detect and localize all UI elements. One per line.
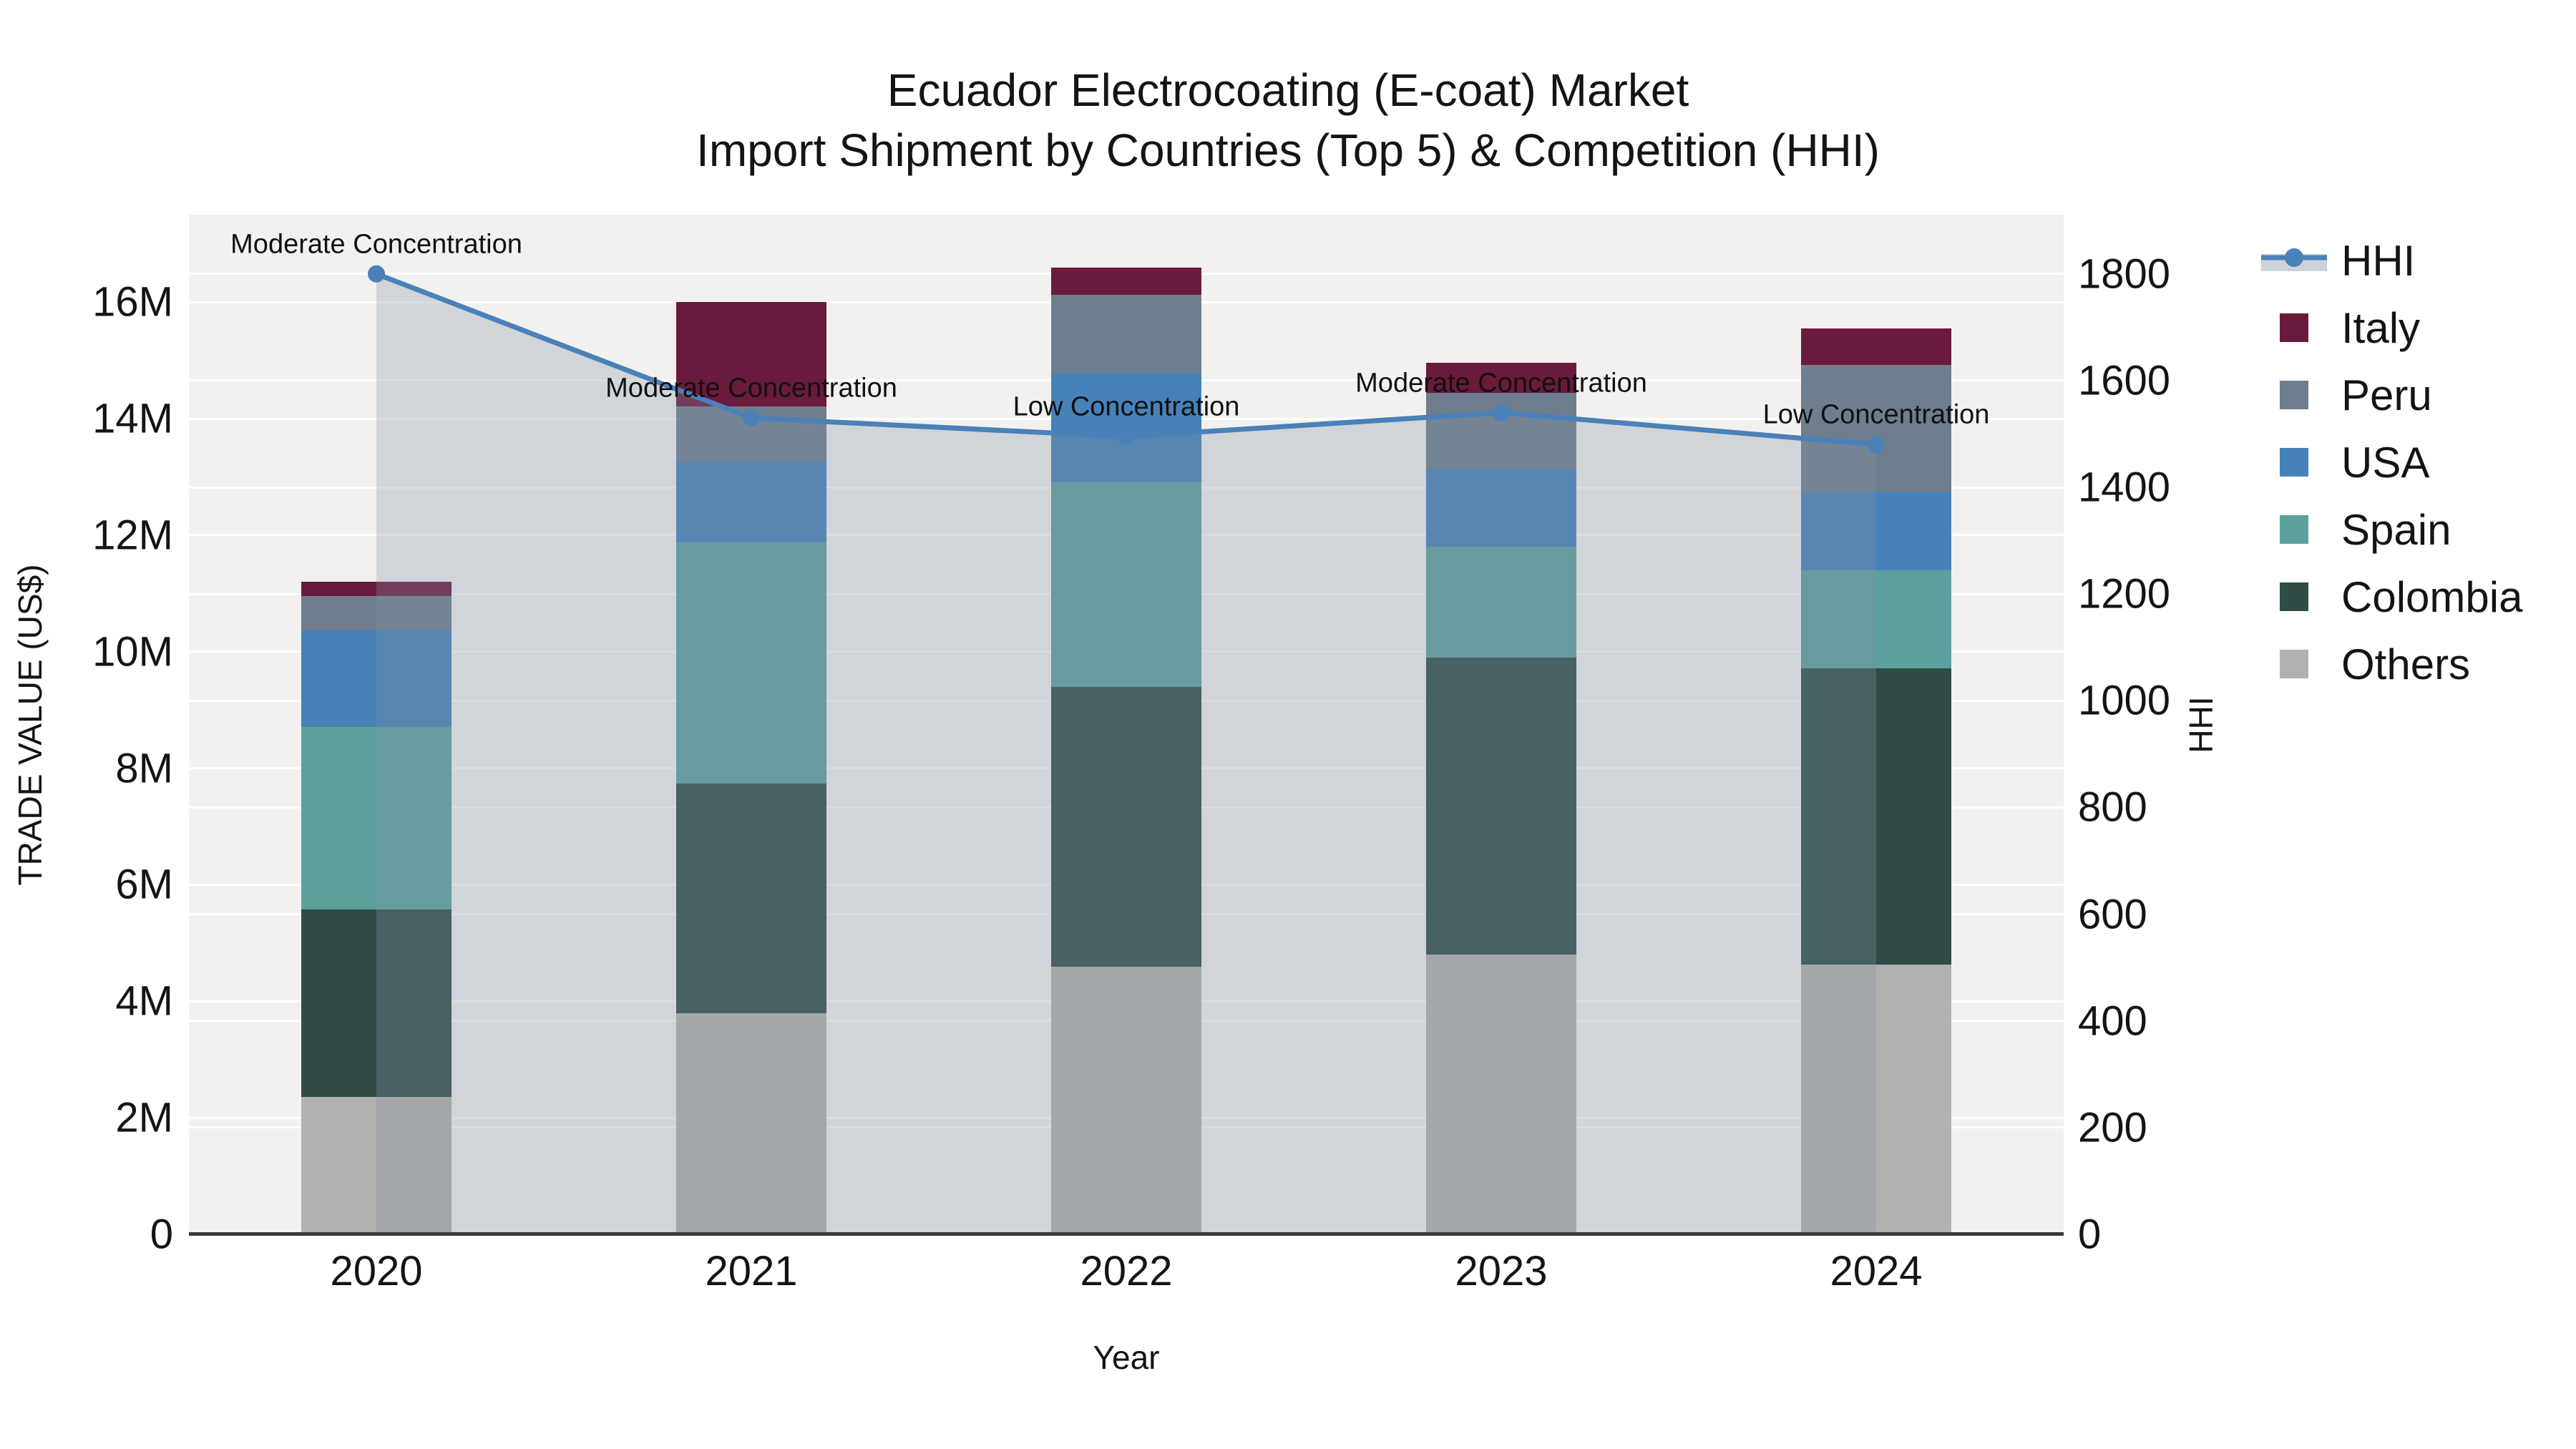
legend-swatch-hhi <box>2261 238 2333 283</box>
x-axis-title: Year <box>1093 1339 1160 1376</box>
bar-segment-usa-2024 <box>1801 492 1951 570</box>
hhi-legend-line-icon <box>2261 248 2327 271</box>
legend: HHI Italy Peru USA Spain Colombia Others <box>2261 236 2523 709</box>
y-right-tick-200: 200 <box>2078 1104 2147 1151</box>
bar-segment-colombia-2023 <box>1426 657 1576 955</box>
legend-swatch-colombia <box>2261 575 2333 619</box>
y-left-tick-4M: 4M <box>115 977 173 1025</box>
legend-label-others: Others <box>2341 640 2471 688</box>
y-left-tick-2M: 2M <box>115 1094 173 1141</box>
y-right-tick-1800: 1800 <box>2078 250 2171 298</box>
y-left-tick-8M: 8M <box>115 745 173 792</box>
bar-segment-italy-2020 <box>301 582 452 597</box>
y-left-tick-10M: 10M <box>92 628 173 675</box>
legend-color-patch-colombia <box>2280 582 2308 611</box>
bar-segment-peru-2021 <box>676 406 826 461</box>
annotation-2024: Low Concentration <box>1762 399 1990 430</box>
y-left-tick-0: 0 <box>150 1211 173 1258</box>
annotation-2020: Moderate Concentration <box>230 229 522 260</box>
bar-segment-usa-2020 <box>301 630 452 727</box>
bar-segment-colombia-2022 <box>1051 687 1201 967</box>
bar-segment-italy-2022 <box>1051 268 1201 296</box>
legend-color-patch-others <box>2280 650 2308 678</box>
bar-segment-colombia-2020 <box>301 909 452 1097</box>
legend-item-spain: Spain <box>2261 505 2522 554</box>
bar-segment-colombia-2024 <box>1801 668 1951 965</box>
bar-segment-spain-2022 <box>1051 482 1201 688</box>
bar-segment-usa-2023 <box>1426 469 1576 547</box>
legend-item-peru: Peru <box>2261 371 2522 419</box>
bar-segment-colombia-2021 <box>676 783 826 1014</box>
y-right-tick-1600: 1600 <box>2078 357 2171 404</box>
legend-label-colombia: Colombia <box>2341 572 2523 621</box>
y-left-tick-16M: 16M <box>92 278 173 326</box>
bar-segment-spain-2021 <box>676 542 826 784</box>
legend-label-usa: USA <box>2341 438 2430 487</box>
legend-item-colombia: Colombia <box>2261 572 2523 621</box>
x-tick-2021: 2021 <box>705 1248 798 1294</box>
legend-color-patch-spain <box>2280 515 2308 544</box>
legend-swatch-usa <box>2261 440 2333 484</box>
bar-segment-spain-2024 <box>1801 570 1951 669</box>
legend-label-spain: Spain <box>2341 505 2451 554</box>
y-left-tick-12M: 12M <box>92 512 173 559</box>
chart-title-line2: Import Shipment by Countries (Top 5) & C… <box>696 125 1880 177</box>
legend-item-others: Others <box>2261 640 2522 688</box>
legend-swatch-peru <box>2261 373 2333 417</box>
y-right-tick-0: 0 <box>2078 1211 2102 1258</box>
y-right-tick-800: 800 <box>2078 784 2147 831</box>
annotation-2023: Moderate Concentration <box>1355 368 1647 399</box>
legend-swatch-others <box>2261 642 2333 686</box>
bar-segment-others-2022 <box>1051 967 1201 1234</box>
bar-segment-others-2024 <box>1801 964 1951 1234</box>
legend-color-patch-usa <box>2280 448 2308 477</box>
chart-title-line1: Ecuador Electrocoating (E-coat) Market <box>887 64 1689 116</box>
y-right-axis-title: HHI <box>2182 696 2220 753</box>
y-left-tick-6M: 6M <box>115 861 173 908</box>
x-tick-2022: 2022 <box>1080 1248 1173 1294</box>
bar-segment-peru-2023 <box>1426 393 1576 469</box>
bar-segment-others-2021 <box>676 1013 826 1234</box>
legend-swatch-italy <box>2261 306 2333 350</box>
legend-label-italy: Italy <box>2341 303 2421 352</box>
y-right-tick-600: 600 <box>2078 891 2147 938</box>
legend-label-hhi: HHI <box>2341 236 2416 285</box>
legend-color-patch-peru <box>2280 381 2308 409</box>
x-axis-line <box>189 1232 2064 1236</box>
x-tick-2023: 2023 <box>1455 1248 1548 1294</box>
bar-segment-peru-2020 <box>301 596 452 631</box>
bar-segment-others-2023 <box>1426 955 1576 1234</box>
legend-item-hhi: HHI <box>2261 236 2522 285</box>
y-right-tick-1400: 1400 <box>2078 464 2171 511</box>
chart-title: Ecuador Electrocoating (E-coat) Market I… <box>0 60 2576 181</box>
bar-segment-spain-2020 <box>301 726 452 910</box>
legend-label-peru: Peru <box>2341 371 2432 419</box>
x-tick-2020: 2020 <box>330 1248 423 1294</box>
plot-area: Moderate Concentration Moderate Concentra… <box>189 215 2064 1236</box>
legend-item-italy: Italy <box>2261 303 2522 352</box>
y-left-axis-title: TRADE VALUE (US$) <box>11 563 49 886</box>
y-left-tick-14M: 14M <box>92 395 173 442</box>
bar-segment-spain-2023 <box>1426 547 1576 658</box>
bar-segment-peru-2022 <box>1051 295 1201 374</box>
bar-segment-usa-2022 <box>1051 374 1201 482</box>
annotation-2021: Moderate Concentration <box>605 373 897 404</box>
legend-color-patch-italy <box>2280 313 2308 342</box>
x-tick-2024: 2024 <box>1830 1248 1923 1294</box>
y-right-tick-1200: 1200 <box>2078 570 2171 618</box>
y-right-tick-400: 400 <box>2078 997 2147 1045</box>
bar-segment-others-2020 <box>301 1096 452 1234</box>
bar-segment-italy-2024 <box>1801 328 1951 366</box>
legend-swatch-spain <box>2261 507 2333 552</box>
y-right-tick-1000: 1000 <box>2078 677 2171 724</box>
legend-item-usa: USA <box>2261 438 2522 487</box>
bar-segment-usa-2021 <box>676 460 826 543</box>
annotation-2022: Low Concentration <box>1013 391 1240 422</box>
